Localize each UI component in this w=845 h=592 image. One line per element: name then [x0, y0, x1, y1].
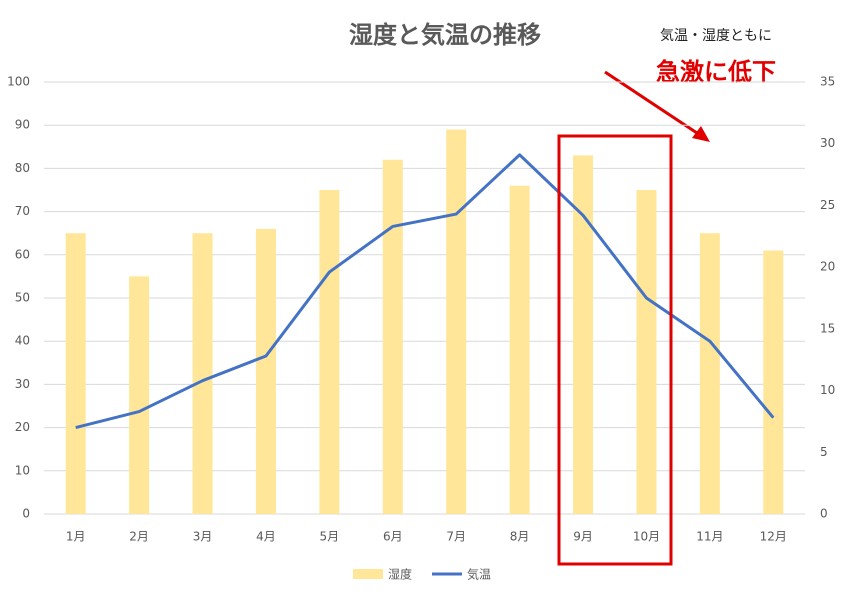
x-tick-label: 11月 [696, 530, 723, 544]
y2-tick-label: 0 [820, 507, 828, 521]
y2-tick-label: 20 [820, 260, 835, 274]
y-tick-label: 100 [7, 75, 30, 89]
legend-label: 気温 [467, 567, 491, 582]
annotation: 気温・湿度ともに [660, 28, 772, 44]
x-tick-label: 3月 [193, 530, 213, 544]
bar [382, 159, 403, 514]
chart-title: 湿度と気温の推移 [349, 21, 541, 49]
x-tick-label: 2月 [129, 530, 149, 544]
plot-area: 0 10 20 30 40 50 60 70 80 90 100 0 5 10 15 20 25 30 35 1月 2月… [7, 75, 835, 582]
y2-tick-label: 30 [820, 136, 835, 150]
y-tick-label: 60 [15, 247, 30, 261]
x-tick-label: 9月 [573, 530, 593, 544]
y-tick-label: 70 [15, 204, 30, 218]
bar [192, 233, 213, 514]
y-tick-label: 90 [15, 118, 30, 132]
bar [319, 190, 340, 514]
x-tick-label: 6月 [383, 530, 403, 544]
bar [65, 233, 86, 514]
y2-tick-label: 5 [820, 445, 828, 459]
y-tick-label: 50 [15, 291, 30, 305]
x-tick-label: 8月 [510, 530, 530, 544]
y-tick-label: 80 [15, 161, 30, 175]
bar [699, 233, 720, 514]
y2-tick-label: 35 [820, 75, 835, 89]
x-tick-label: 5月 [320, 530, 340, 544]
x-tick-label: 4月 [256, 530, 276, 544]
legend-swatch [353, 569, 383, 579]
y-tick-label: 0 [22, 507, 30, 521]
line [75, 153, 775, 430]
bar [255, 228, 276, 514]
arrow-head [692, 126, 710, 142]
highlight-box [557, 134, 673, 566]
y-tick-label: 20 [15, 420, 30, 434]
bar [573, 155, 594, 514]
y-tick-label: 10 [15, 463, 30, 477]
y2-tick-label: 15 [820, 321, 835, 335]
x-tick-label: 7月 [446, 530, 466, 544]
bar [509, 185, 530, 514]
bar [636, 190, 657, 514]
x-tick-label: 1月 [66, 530, 86, 544]
legend-label: 湿度 [388, 567, 412, 582]
bar [129, 276, 150, 514]
x-tick-label: 12月 [760, 530, 787, 544]
annotation: 急激に低下 [656, 58, 776, 86]
y-tick-label: 30 [15, 377, 30, 391]
y-tick-label: 40 [15, 334, 30, 348]
y2-tick-label: 25 [820, 198, 835, 212]
x-tick-label: 10月 [633, 530, 660, 544]
y2-tick-label: 10 [820, 383, 835, 397]
bar [446, 129, 467, 514]
bar [763, 250, 784, 515]
